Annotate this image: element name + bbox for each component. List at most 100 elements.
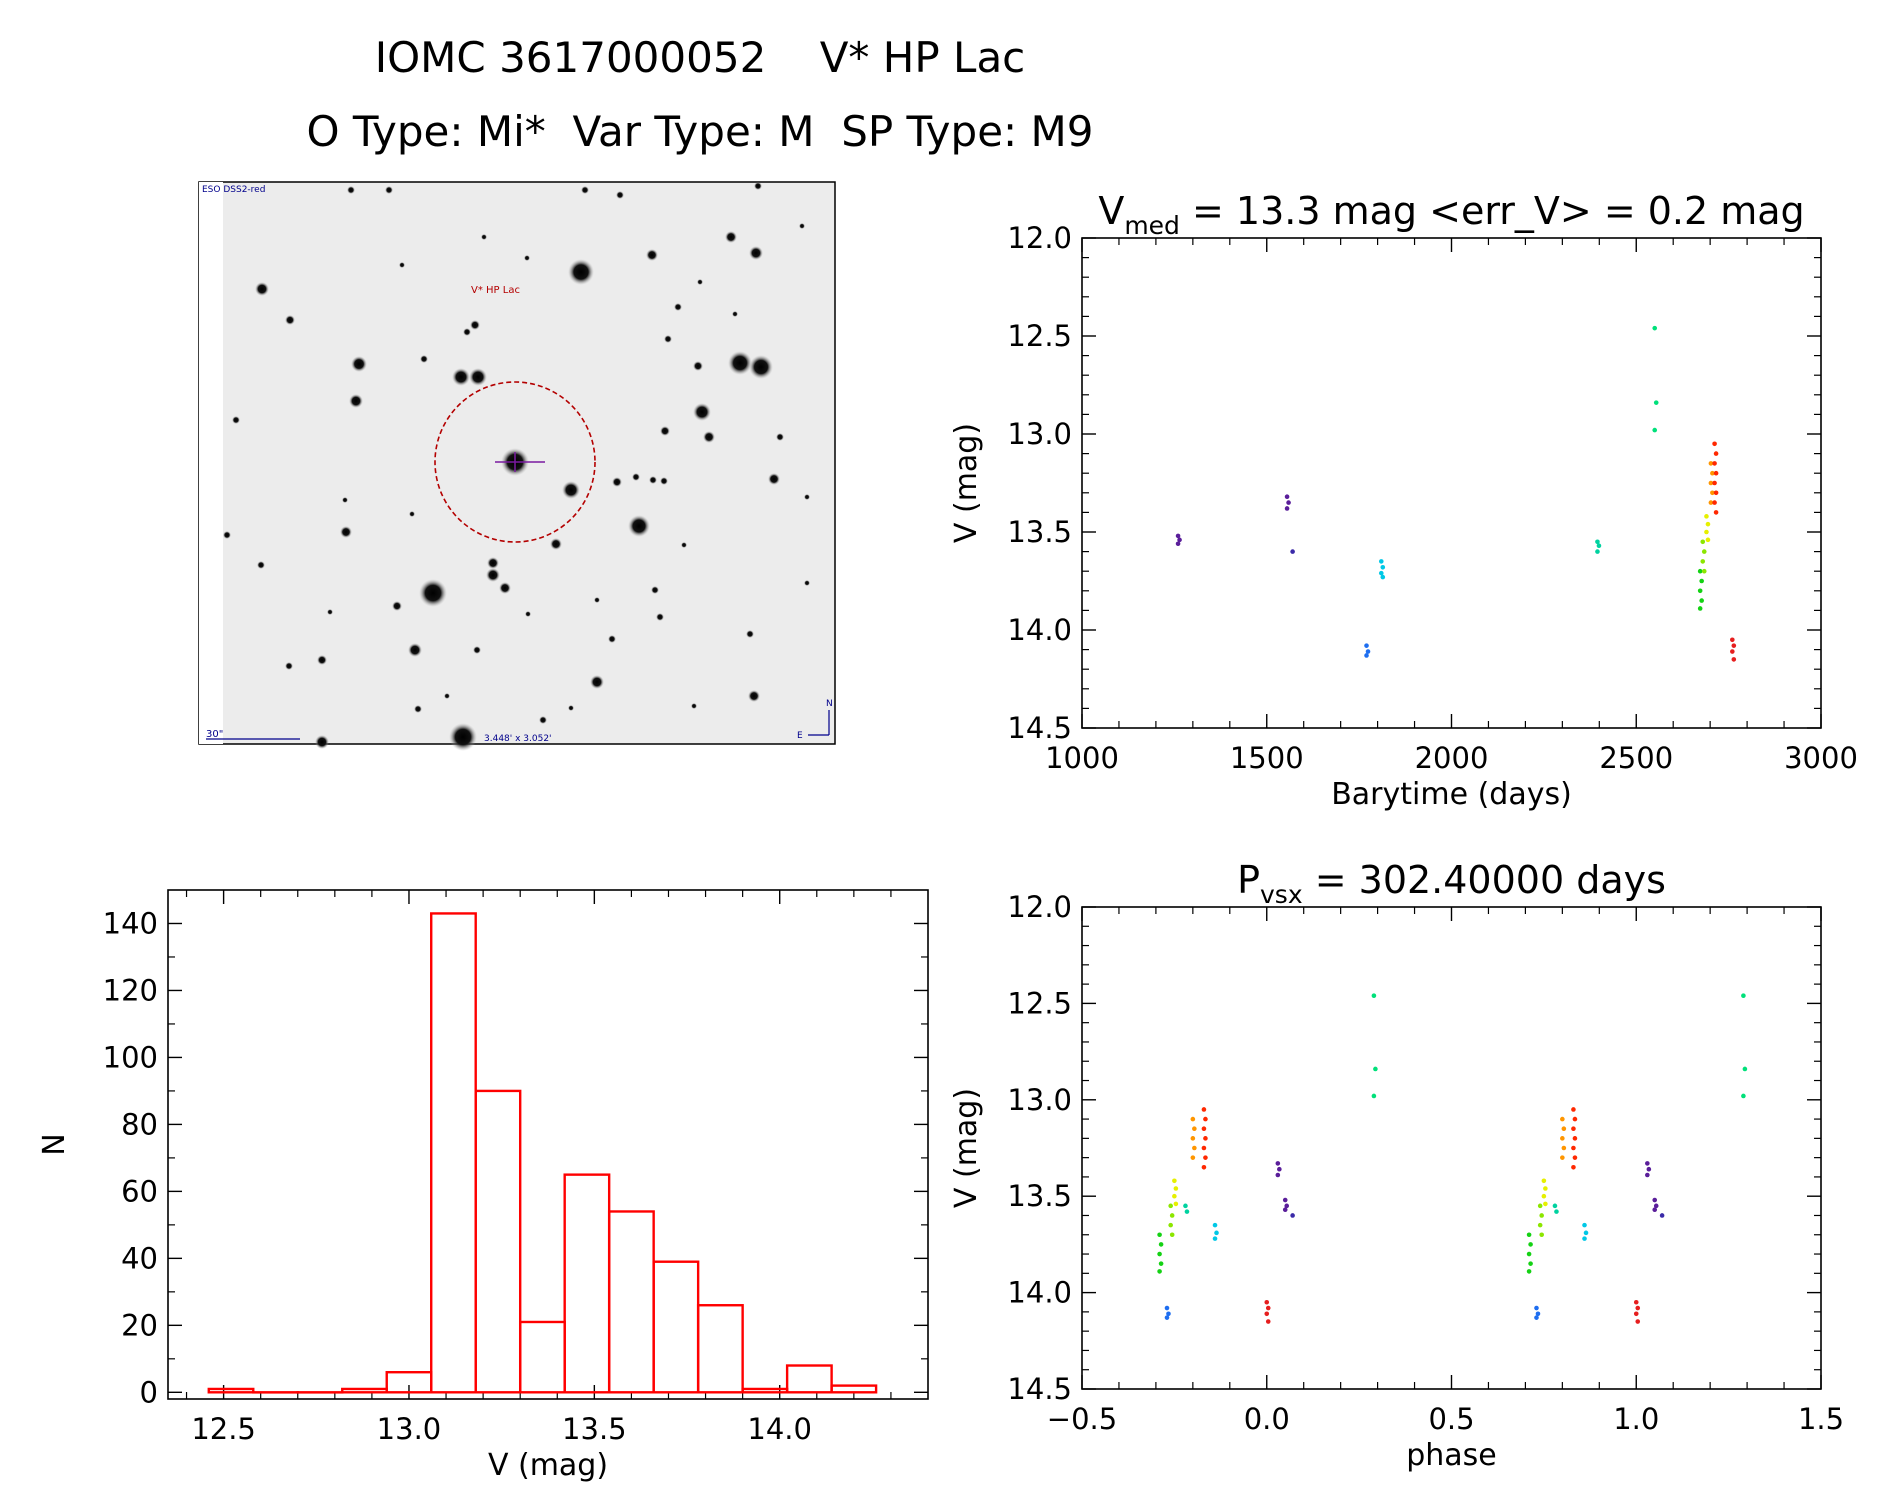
data-point [1561, 1145, 1567, 1151]
star [420, 355, 428, 363]
target-label: V* HP Lac [471, 285, 520, 296]
data-point [1595, 549, 1600, 554]
data-point [1652, 325, 1658, 331]
histogram-bar [696, 1304, 744, 1394]
star [409, 511, 415, 517]
data-point [1157, 1251, 1162, 1257]
star [327, 609, 333, 615]
data-point [1190, 1155, 1196, 1160]
data-point [1201, 1126, 1207, 1132]
y-tick-label: 14.0 [1007, 613, 1072, 647]
data-point [1659, 1213, 1665, 1218]
x-tick-label: 3000 [1784, 741, 1858, 775]
data-point [1742, 1066, 1748, 1072]
data-point [1713, 510, 1719, 515]
star [469, 368, 487, 386]
data-point [1710, 470, 1715, 476]
histogram-bar [652, 1260, 700, 1394]
x-tick-label: 13.0 [377, 1412, 442, 1446]
data-point [1561, 1126, 1567, 1132]
data-point [1172, 1193, 1177, 1199]
star [487, 557, 499, 569]
phased-plot: −0.5 0.0 0.5 1.0 1.5 12.0 12.5 13.0 13.5 14.0 14.5… [949, 858, 1844, 1473]
data-point [1712, 480, 1717, 486]
star [608, 635, 616, 643]
y-tick-label: 13.5 [1007, 515, 1072, 549]
data-point [1265, 1319, 1271, 1324]
y-tick-label: 12.0 [1007, 221, 1072, 255]
data-point [1635, 1319, 1641, 1324]
star [486, 568, 500, 582]
star-field [223, 182, 810, 751]
star [257, 561, 265, 569]
star [399, 262, 405, 268]
x-tick-label: 1.0 [1613, 1402, 1659, 1436]
data-point [1697, 588, 1703, 594]
data-point [1212, 1236, 1218, 1241]
data-point [1534, 1305, 1539, 1311]
page-title: IOMC 3617000052 V* HP Lac [375, 33, 1026, 82]
data-point [1701, 568, 1707, 574]
data-point [1526, 1232, 1532, 1238]
data-point [1541, 1193, 1547, 1199]
star [524, 255, 530, 261]
data-point [1633, 1299, 1639, 1305]
star [651, 586, 659, 594]
y-tick-label: 140 [103, 906, 158, 940]
data-point [1741, 1093, 1746, 1099]
data-point [1537, 1203, 1543, 1209]
data-point [1201, 1107, 1207, 1112]
data-point [1572, 1136, 1578, 1141]
star [255, 282, 269, 296]
data-point [1364, 653, 1369, 658]
data-point [1596, 543, 1602, 549]
data-point [1212, 1222, 1218, 1228]
x-axis-label: Barytime (days) [1331, 777, 1572, 812]
y-tick-label: 80 [121, 1107, 158, 1141]
x-tick-label: 2000 [1415, 741, 1489, 775]
data-point [1712, 441, 1717, 447]
data-point [1713, 451, 1719, 456]
data-point [1571, 1164, 1576, 1170]
chart-title-symbol: V [1098, 189, 1124, 233]
data-point [1184, 1209, 1190, 1214]
data-point [1173, 1201, 1179, 1207]
x-tick-label: 1.5 [1798, 1402, 1844, 1436]
x-tick-label: 14.0 [747, 1412, 812, 1446]
data-point [1284, 494, 1290, 500]
data-point [1526, 1269, 1532, 1274]
x-tick-label: 13.5 [562, 1412, 627, 1446]
data-point [1183, 1203, 1188, 1209]
data-point [1528, 1261, 1533, 1266]
star [728, 351, 752, 375]
x-tick-label: −0.5 [1047, 1402, 1117, 1436]
data-point [1201, 1145, 1207, 1151]
data-point [1157, 1232, 1162, 1238]
star [628, 515, 650, 537]
target-circle [434, 381, 596, 543]
star [681, 542, 687, 548]
data-point [1705, 537, 1711, 543]
star [664, 335, 672, 343]
x-axis-label: V (mag) [488, 1448, 608, 1483]
y-tick-label: 12.5 [1007, 319, 1072, 353]
data-point [1705, 521, 1711, 527]
data-point [1653, 1203, 1659, 1209]
lightcurve-plot: 1000 1500 2000 2500 3000 12.0 12.5 13.0 13.5 14.0… [949, 189, 1858, 812]
data-point [1708, 500, 1714, 505]
data-point [1595, 539, 1600, 545]
data-point [1290, 1213, 1295, 1218]
data-point [1697, 568, 1703, 574]
y-tick-label: 13.0 [1007, 1083, 1072, 1117]
star [525, 611, 531, 617]
star [414, 705, 422, 713]
data-point [1701, 549, 1707, 554]
data-point [1537, 1222, 1543, 1228]
chart-title-symbol: P [1237, 858, 1260, 902]
data-point [1572, 1116, 1578, 1122]
y-tick-label: 14.5 [1007, 1372, 1072, 1406]
star [481, 234, 487, 240]
star [347, 186, 355, 194]
star [317, 655, 327, 665]
data-point [1652, 1197, 1658, 1203]
